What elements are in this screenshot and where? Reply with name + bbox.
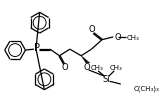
Text: P: P bbox=[34, 43, 40, 53]
Polygon shape bbox=[81, 56, 90, 63]
Text: O: O bbox=[89, 25, 95, 34]
Text: O: O bbox=[115, 33, 121, 42]
Text: CH₃: CH₃ bbox=[91, 65, 104, 71]
Text: CH₃: CH₃ bbox=[126, 35, 139, 41]
Text: Si: Si bbox=[103, 75, 111, 84]
Text: C(CH₃)₃: C(CH₃)₃ bbox=[134, 85, 160, 92]
Text: O: O bbox=[84, 63, 91, 72]
Text: CH₃: CH₃ bbox=[110, 65, 122, 71]
Text: O: O bbox=[62, 63, 68, 72]
